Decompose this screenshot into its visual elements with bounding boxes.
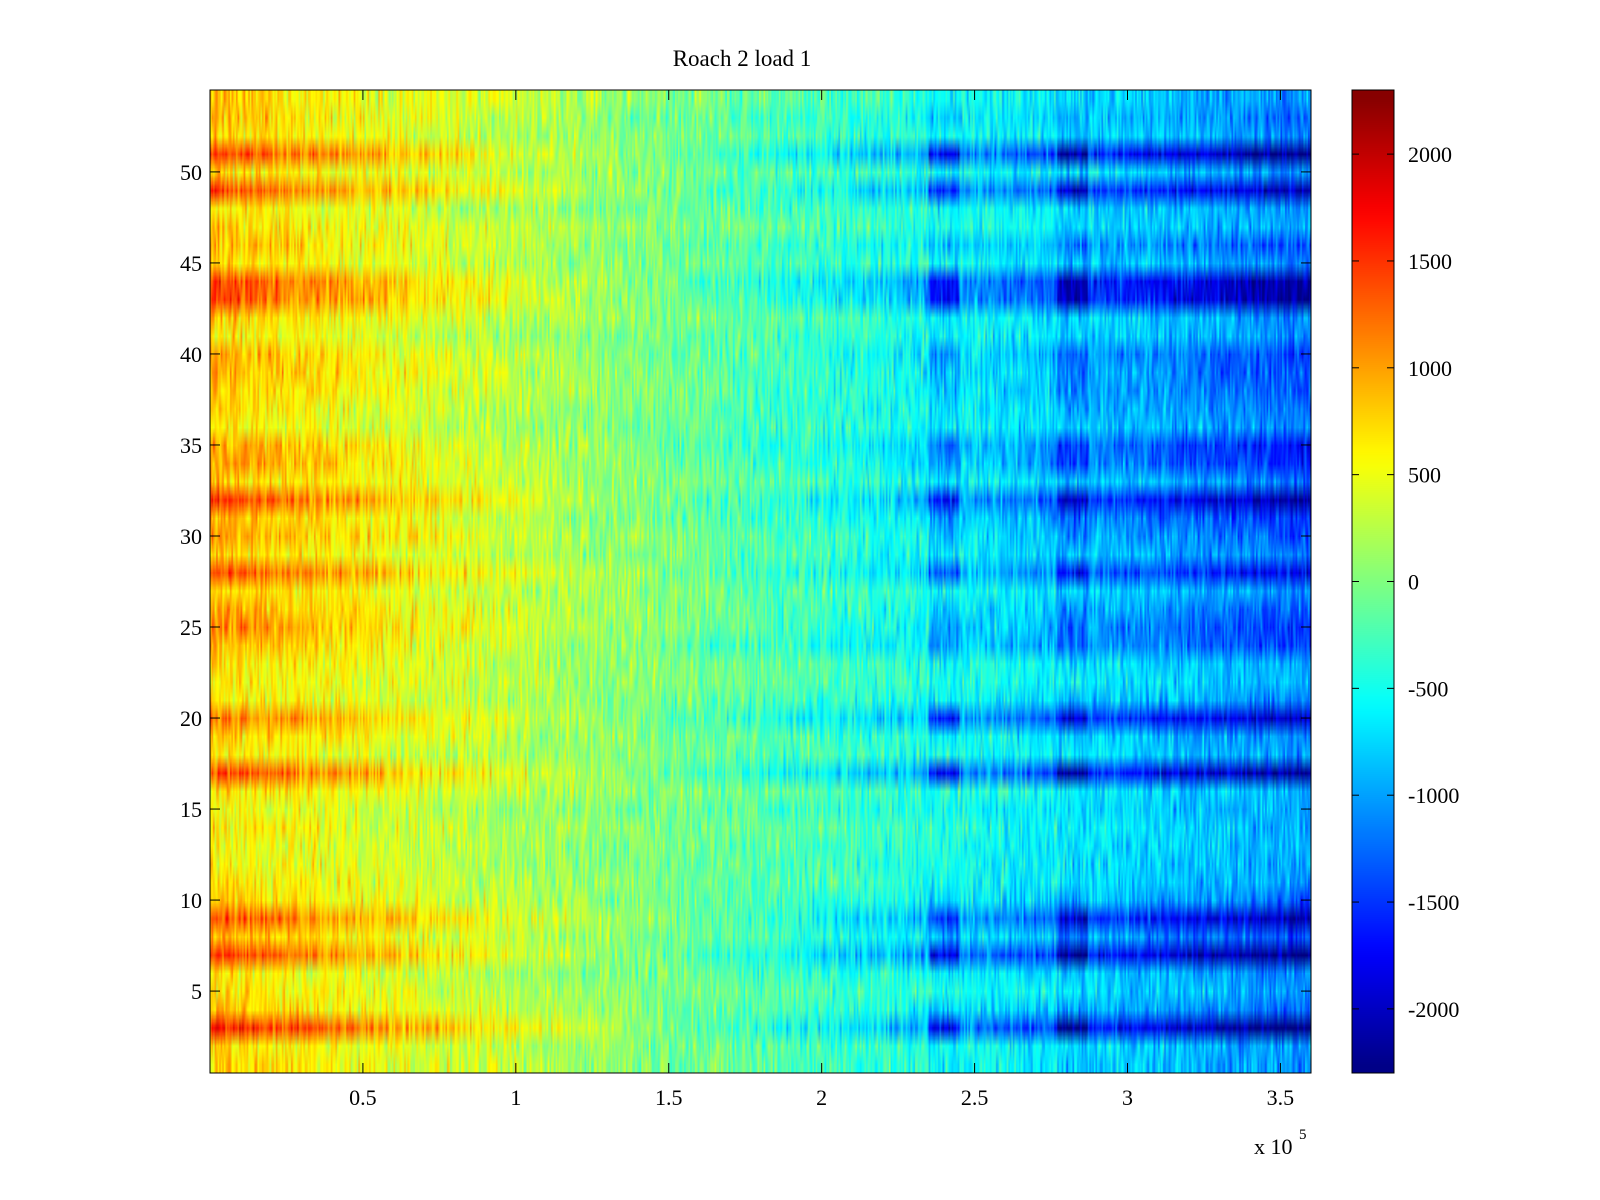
y-tick-label: 20 bbox=[180, 706, 202, 731]
x-tick-label: 3.5 bbox=[1267, 1085, 1295, 1110]
colorbar-tick-label: 1500 bbox=[1408, 249, 1452, 274]
x-exponent-base: x 10 bbox=[1254, 1134, 1293, 1159]
colorbar-tick-label: -2000 bbox=[1408, 997, 1459, 1022]
y-tick-label: 40 bbox=[180, 342, 202, 367]
y-tick-label: 50 bbox=[180, 160, 202, 185]
colorbar-ticks: 2000 1500 1000 500 0 -500 -1000 -1500 -2000 bbox=[1352, 142, 1459, 1022]
x-tick-label: 1.5 bbox=[655, 1085, 683, 1110]
y-tick-label: 25 bbox=[180, 615, 202, 640]
colorbar-tick-label: 2000 bbox=[1408, 142, 1452, 167]
x-exponent-power: 5 bbox=[1299, 1127, 1307, 1143]
x-tick-label: 3 bbox=[1122, 1085, 1133, 1110]
colorbar-tick-label: 500 bbox=[1408, 463, 1441, 488]
x-tick-label: 0.5 bbox=[349, 1085, 377, 1110]
x-axis-ticks: 0.5 1 1.5 2 2.5 3 3.5 bbox=[349, 90, 1294, 1110]
x-tick-label: 1 bbox=[510, 1085, 521, 1110]
x-tick-label: 2.5 bbox=[961, 1085, 989, 1110]
colorbar-tick-label: -1000 bbox=[1408, 783, 1459, 808]
y-tick-label: 5 bbox=[191, 979, 202, 1004]
colorbar-tick-label: 0 bbox=[1408, 570, 1419, 595]
colorbar-tick-label: 1000 bbox=[1408, 356, 1452, 381]
colorbar-tick-label: -500 bbox=[1408, 676, 1448, 701]
y-tick-label: 15 bbox=[180, 797, 202, 822]
heatmap-cells bbox=[210, 90, 1311, 1073]
y-tick-label: 30 bbox=[180, 524, 202, 549]
colorbar-tick-label: -1500 bbox=[1408, 890, 1459, 915]
y-tick-label: 45 bbox=[180, 251, 202, 276]
y-axis-ticks: 5 10 15 20 25 30 35 40 45 50 bbox=[180, 160, 1311, 1004]
plot-area bbox=[209, 89, 1312, 1074]
x-tick-label: 2 bbox=[816, 1085, 827, 1110]
colorbar: 2000 1500 1000 500 0 -500 -1000 -1500 -2000 bbox=[1351, 89, 1459, 1074]
y-tick-label: 10 bbox=[180, 888, 202, 913]
chart-title: Roach 2 load 1 bbox=[673, 46, 812, 71]
y-tick-label: 35 bbox=[180, 433, 202, 458]
plot-frame bbox=[209, 89, 1312, 1074]
x-exponent-label: x 10 5 bbox=[1254, 1127, 1307, 1159]
